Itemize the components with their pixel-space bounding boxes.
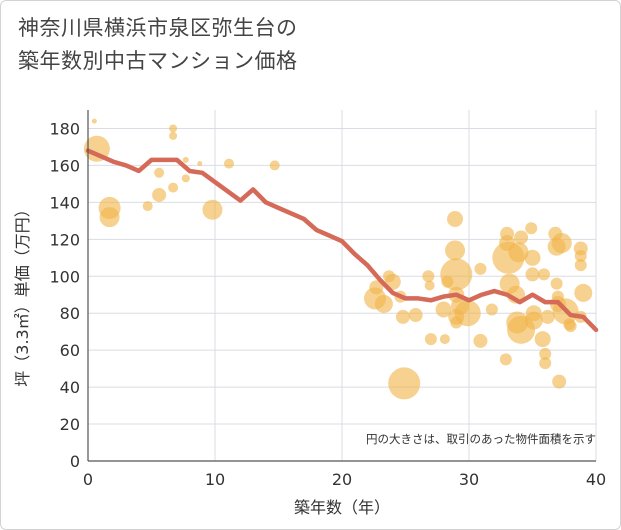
x-tick-label: 30 — [459, 470, 479, 489]
data-bubble — [223, 158, 234, 169]
data-bubble — [454, 300, 481, 327]
data-bubble — [564, 320, 577, 333]
data-bubble — [447, 210, 464, 227]
axes — [87, 110, 596, 462]
x-tick-label: 40 — [586, 470, 606, 489]
data-bubble — [408, 308, 423, 323]
x-axis-label: 築年数（年） — [294, 498, 390, 517]
data-bubble — [369, 280, 384, 295]
data-bubble — [525, 267, 540, 282]
chart-title: 神奈川県横浜市泉区弥生台の 築年数別中古マンション価格 — [18, 12, 298, 78]
chart-title-line2: 築年数別中古マンション価格 — [18, 49, 298, 73]
data-bubble — [440, 258, 473, 291]
data-bubble — [473, 333, 488, 348]
data-bubble — [395, 309, 410, 324]
data-bubble — [574, 249, 587, 262]
grid-lines — [87, 110, 597, 462]
data-bubble — [374, 294, 393, 313]
y-tick-label: 100 — [49, 267, 80, 286]
data-bubble — [99, 207, 120, 228]
chart-title-line1: 神奈川県横浜市泉区弥生台の — [18, 16, 298, 40]
data-bubble — [552, 374, 567, 389]
y-tick-label: 80 — [60, 304, 80, 323]
data-bubble — [524, 249, 541, 266]
x-tick-label: 20 — [332, 470, 352, 489]
x-tick-label: 0 — [83, 470, 93, 489]
trend-line — [85, 148, 599, 333]
trend-line-layer — [85, 148, 599, 333]
data-bubble — [169, 131, 178, 140]
data-bubble — [537, 268, 550, 281]
size-note: 円の大きさは、取引のあった物件面積を示す — [366, 432, 596, 446]
data-bubble — [525, 222, 538, 235]
data-bubble — [524, 311, 543, 330]
data-bubble — [574, 283, 593, 302]
data-bubble — [514, 230, 529, 245]
x-tick-labels: 0 10 20 30 40 — [83, 470, 606, 489]
data-bubble — [539, 357, 552, 370]
y-tick-label: 180 — [49, 119, 80, 138]
y-tick-label: 20 — [60, 415, 80, 434]
data-bubble — [181, 174, 190, 183]
data-bubble — [154, 167, 165, 178]
data-bubble — [435, 301, 452, 318]
y-tick-labels: 0 20 40 60 80 100 120 140 160 180 — [49, 119, 80, 471]
data-bubble — [182, 156, 189, 163]
y-axis-label: 坪（3.3㎡）単価（万円） — [13, 201, 32, 386]
x-tick-label: 10 — [205, 470, 225, 489]
data-bubble — [551, 233, 572, 254]
data-bubble — [424, 333, 437, 346]
y-tick-label: 60 — [60, 341, 80, 360]
data-bubble — [445, 240, 466, 261]
data-bubble — [168, 182, 179, 193]
data-bubble — [422, 270, 435, 283]
data-bubble — [508, 242, 529, 263]
data-bubble — [499, 353, 512, 366]
data-bubble — [197, 161, 203, 167]
y-tick-label: 0 — [70, 452, 80, 471]
y-tick-label: 120 — [49, 230, 80, 249]
data-bubble — [169, 124, 178, 133]
y-tick-label: 40 — [60, 378, 80, 397]
data-bubble — [485, 303, 498, 316]
y-tick-label: 160 — [49, 156, 80, 175]
data-bubble — [152, 187, 167, 202]
data-bubble — [424, 280, 435, 291]
data-bubble — [539, 347, 552, 360]
data-bubble — [269, 160, 280, 171]
data-bubble — [439, 334, 450, 345]
data-bubble — [202, 199, 223, 220]
data-bubble — [142, 201, 153, 212]
data-bubble — [574, 259, 587, 272]
data-bubble — [388, 367, 421, 400]
y-tick-label: 140 — [49, 193, 80, 212]
data-bubble — [534, 331, 551, 348]
data-bubble — [91, 118, 97, 124]
data-bubble — [540, 309, 555, 324]
data-bubble — [550, 277, 563, 290]
data-bubble — [474, 262, 487, 275]
